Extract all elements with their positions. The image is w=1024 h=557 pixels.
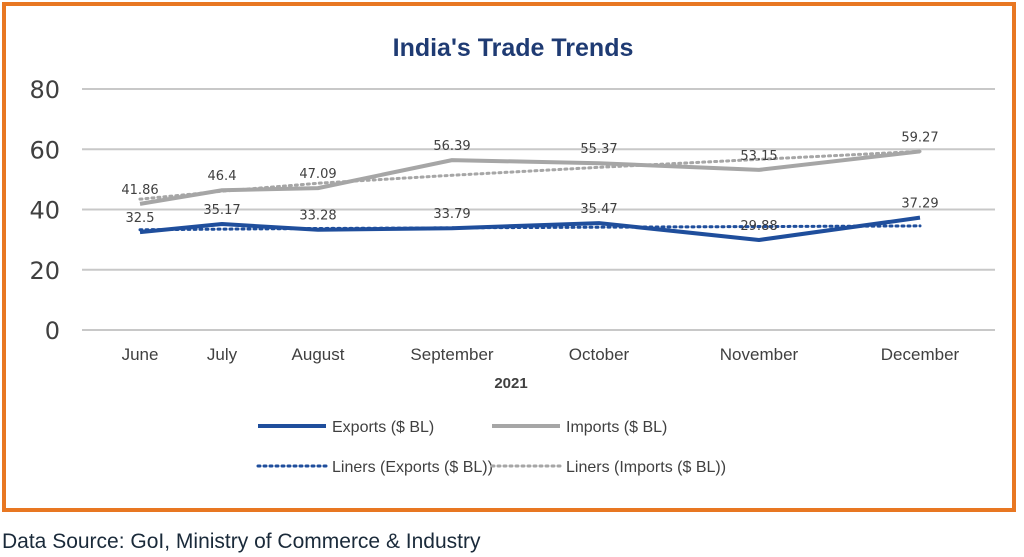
data-label-exports: 37.29 [901, 197, 938, 212]
x-tick-label: September [410, 345, 493, 364]
y-tick-label: 0 [45, 317, 60, 345]
data-label-imports: 55.37 [580, 142, 617, 157]
data-label-imports: 47.09 [299, 167, 336, 182]
chart-canvas: 0 20 40 60 80 June July August September October N… [29, 76, 995, 476]
legend-label-0: Exports ($ BL) [332, 419, 434, 436]
chart-title: India's Trade Trends [392, 34, 634, 62]
trendline-imports [138, 149, 922, 201]
x-axis-title: 2021 [494, 375, 527, 392]
y-tick-label: 40 [29, 197, 60, 225]
data-label-imports: 59.27 [901, 130, 938, 145]
y-tick-label: 20 [29, 257, 60, 285]
x-tick-label: December [881, 345, 960, 364]
data-label-exports: 33.28 [299, 209, 336, 224]
data-label-imports: 56.39 [433, 139, 470, 154]
data-label-imports: 46.4 [208, 169, 237, 184]
data-label-exports: 32.5 [126, 211, 155, 226]
x-tick-label: August [292, 345, 345, 364]
legend-label-2: Liners (Exports ($ BL)) [332, 459, 493, 476]
data-label-exports: 35.47 [580, 202, 617, 217]
x-tick-label: October [569, 345, 630, 364]
x-tick-label: July [207, 345, 238, 364]
series-line-imports [139, 149, 921, 206]
data-label-exports: 29.88 [740, 219, 777, 234]
legend-label-3: Liners (Imports ($ BL)) [566, 459, 726, 476]
data-label-exports: 35.17 [203, 203, 240, 218]
x-tick-label: November [720, 345, 799, 364]
y-tick-label: 60 [29, 136, 60, 164]
legend-label-1: Imports ($ BL) [566, 419, 667, 436]
x-tick-label: June [122, 345, 159, 364]
data-label-imports: 41.86 [121, 183, 158, 198]
data-label-exports: 33.79 [433, 207, 470, 222]
series-line-exports [139, 215, 921, 242]
data-label-imports: 53.15 [740, 149, 777, 164]
data-source-caption: Data Source: GoI, Ministry of Commerce &… [2, 530, 481, 553]
y-tick-label: 80 [29, 76, 60, 104]
